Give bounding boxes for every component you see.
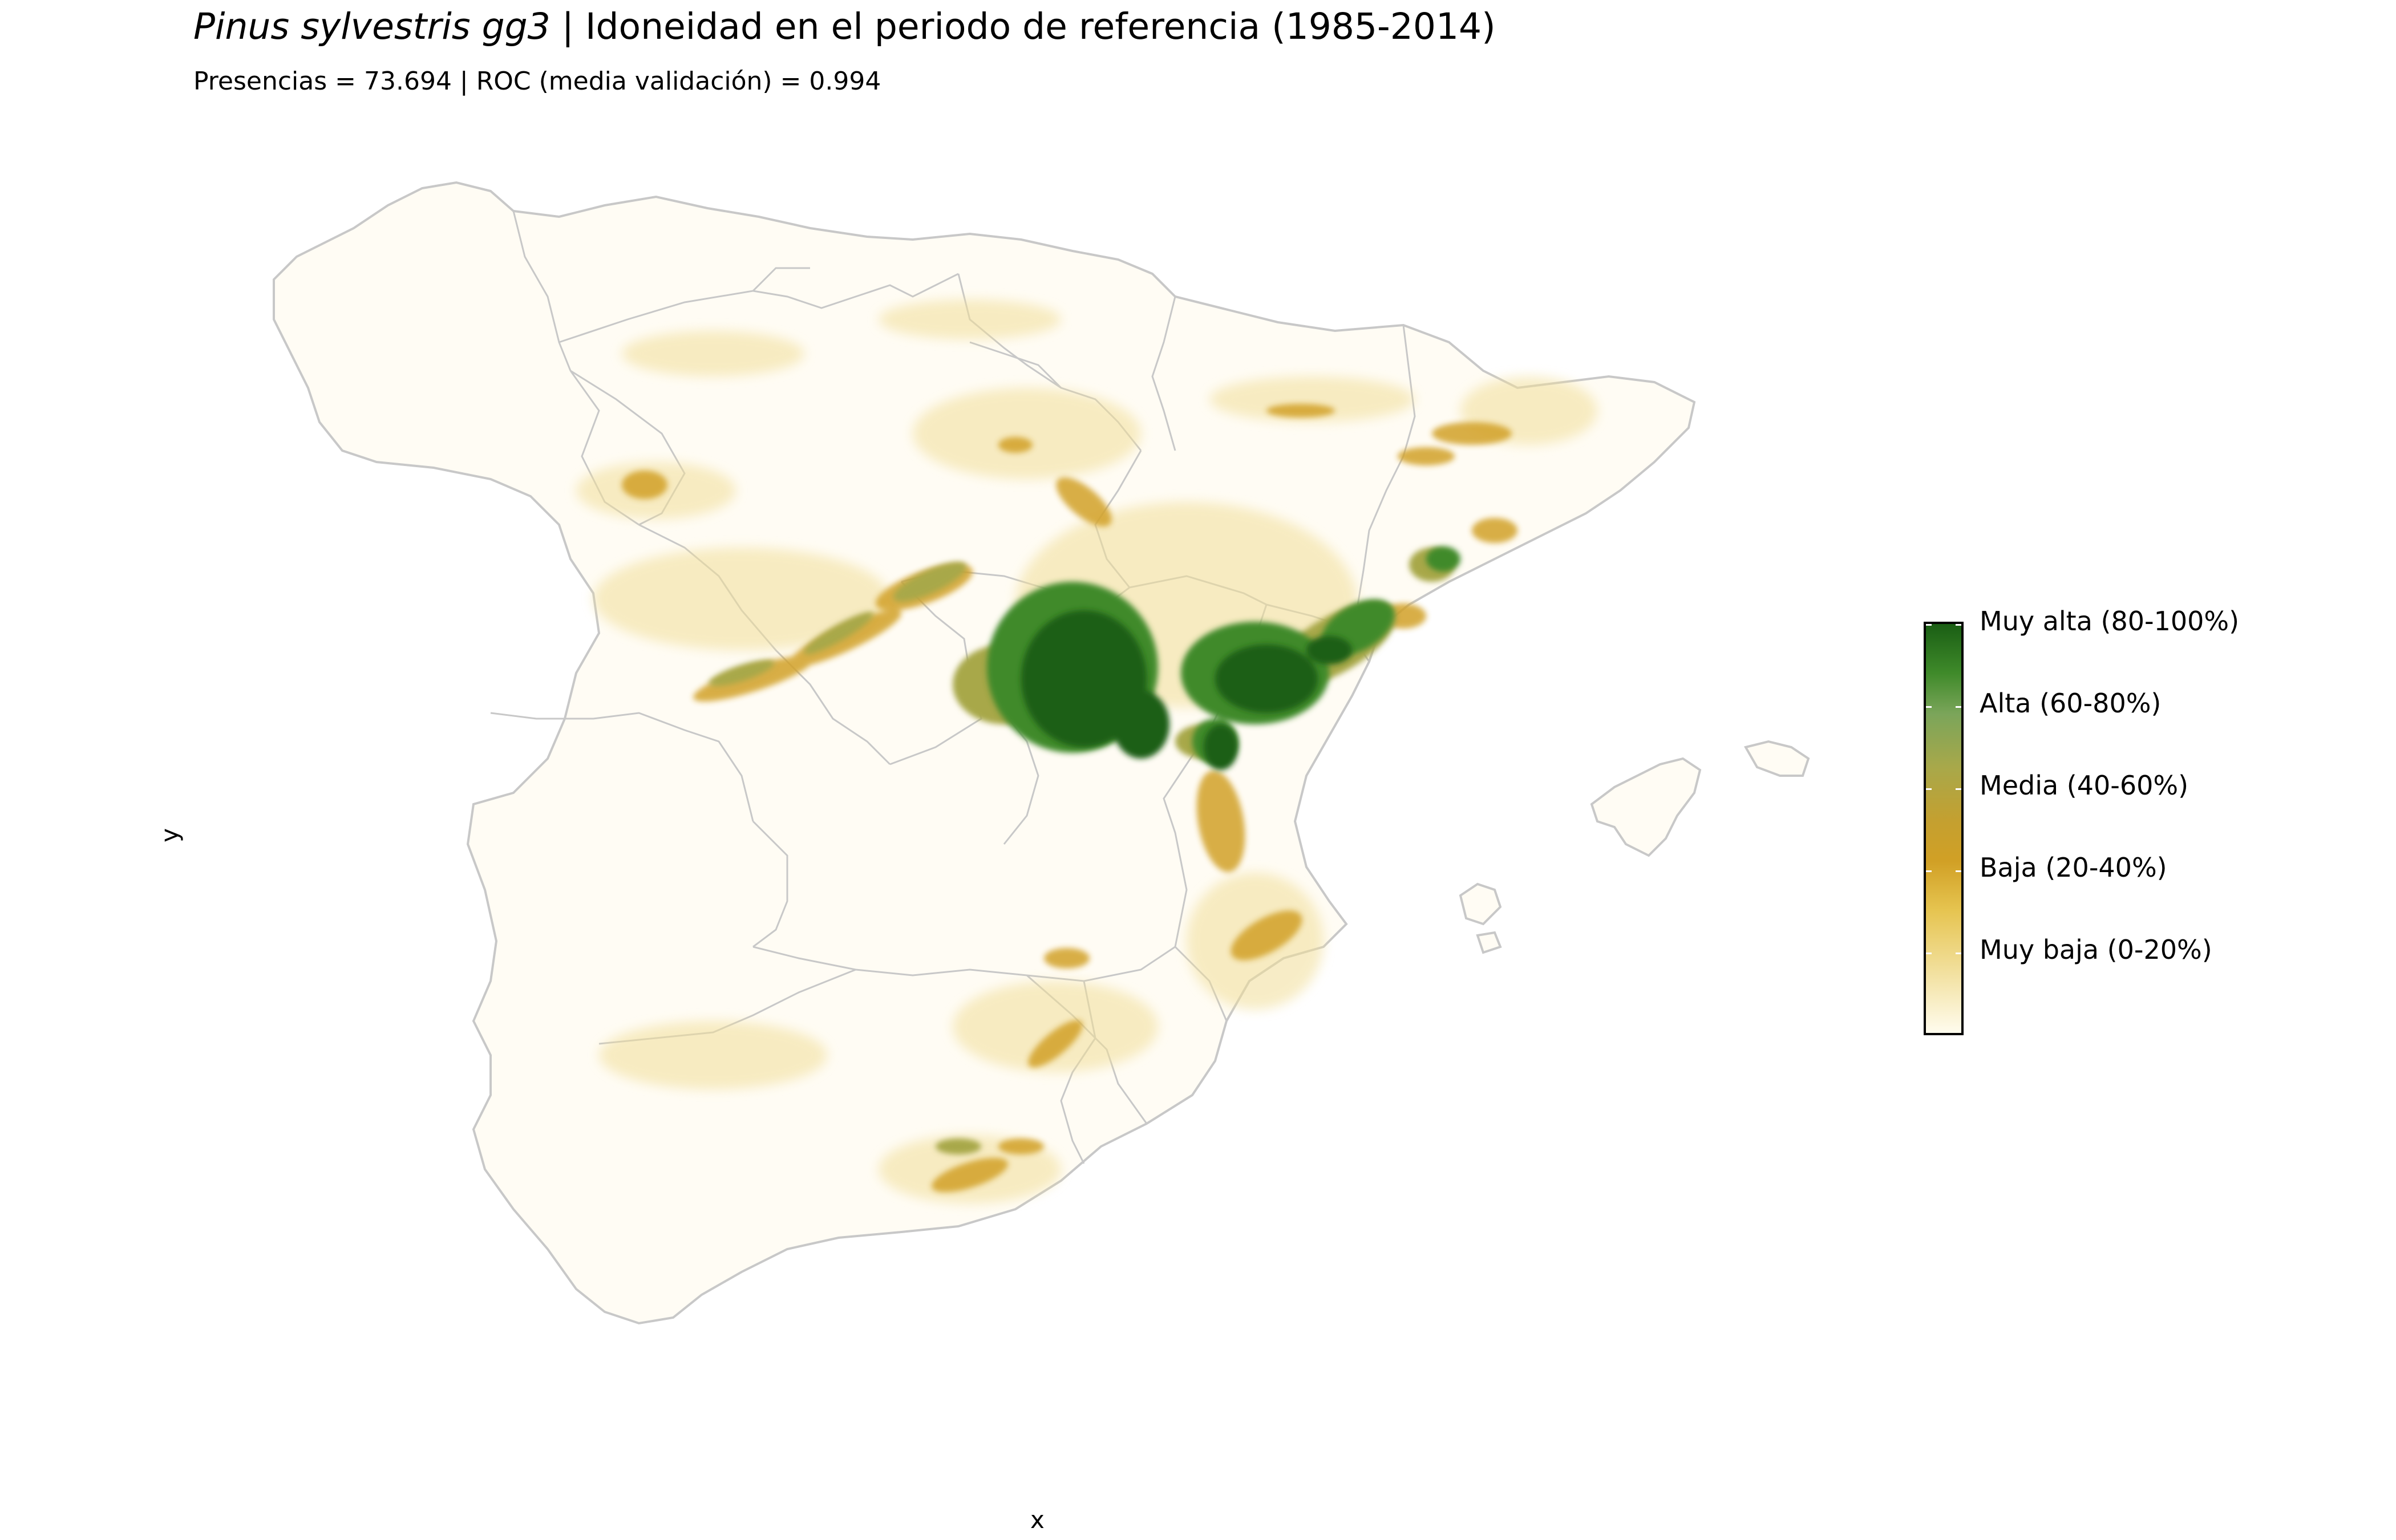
menorca bbox=[1743, 740, 1810, 777]
legend-tick bbox=[1956, 706, 1961, 708]
ibiza bbox=[1459, 882, 1502, 926]
y-axis-label: y bbox=[155, 828, 184, 842]
suitability-very-high bbox=[1021, 610, 1352, 770]
legend-label-high: Alta (60-80%) bbox=[1980, 688, 2162, 719]
legend-tick bbox=[1956, 624, 1961, 626]
legend-label-very-low: Muy baja (0-20%) bbox=[1980, 934, 2212, 965]
legend-colorbar bbox=[1924, 622, 1964, 1035]
mallorca bbox=[1590, 757, 1702, 857]
legend-tick bbox=[1956, 788, 1961, 790]
suitability-very-low bbox=[576, 299, 1597, 1203]
legend-tick bbox=[1956, 870, 1961, 872]
title-text: | Idoneidad en el periodo de referencia … bbox=[550, 6, 1496, 47]
map-subtitle: Presencias = 73.694 | ROC (media validac… bbox=[193, 67, 881, 96]
legend-tick bbox=[1926, 953, 1932, 954]
legend-tick bbox=[1926, 706, 1932, 708]
legend-label-low: Baja (20-40%) bbox=[1980, 852, 2167, 883]
legend-tick bbox=[1926, 870, 1932, 872]
legend-tick bbox=[1926, 624, 1932, 626]
species-name: Pinus sylvestris gg3 bbox=[193, 6, 551, 47]
x-axis-label: x bbox=[1030, 1506, 1045, 1534]
legend-label-very-high: Muy alta (80-100%) bbox=[1980, 606, 2240, 637]
map-title: Pinus sylvestris gg3 | Idoneidad en el p… bbox=[193, 6, 1496, 47]
legend-tick bbox=[1926, 788, 1932, 790]
formentera bbox=[1476, 931, 1502, 954]
legend-tick bbox=[1956, 953, 1961, 954]
legend-label-medium: Media (40-60%) bbox=[1980, 770, 2189, 801]
